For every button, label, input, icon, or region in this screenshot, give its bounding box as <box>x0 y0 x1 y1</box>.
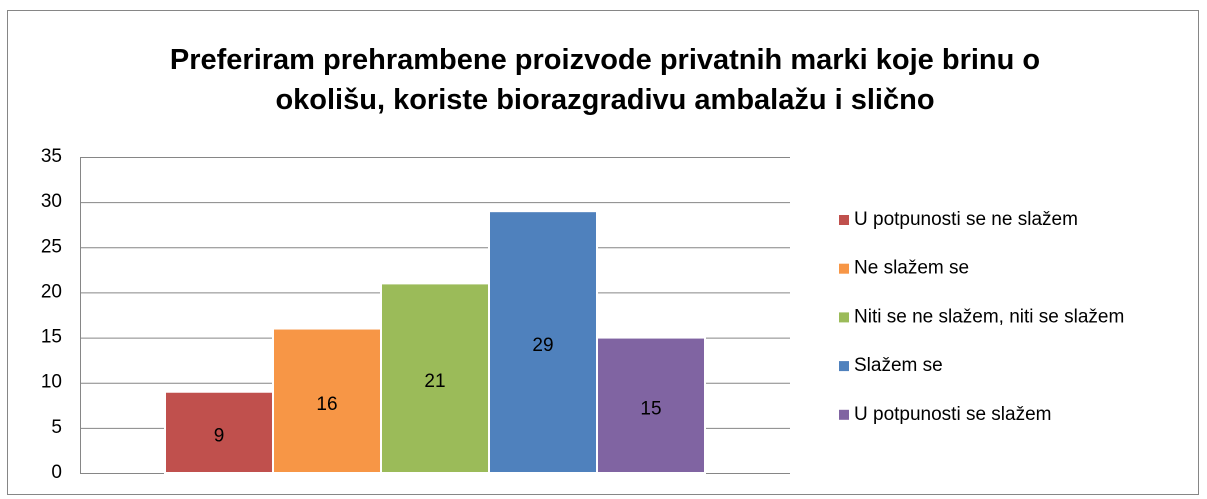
value-label: 29 <box>532 335 553 356</box>
y-tick-label: 35 <box>41 146 62 167</box>
bar <box>380 282 490 474</box>
y-tick-label: 20 <box>41 281 62 302</box>
value-label: 16 <box>316 394 337 415</box>
legend-swatch <box>839 312 849 323</box>
chart-border <box>7 10 1199 495</box>
legend-label: Niti se ne slažem, niti se slažem <box>854 306 1124 327</box>
value-label: 15 <box>640 398 661 419</box>
y-tick-label: 5 <box>51 417 62 438</box>
legend-swatch <box>839 215 849 225</box>
value-label: 9 <box>214 425 225 446</box>
bar <box>488 210 598 475</box>
bar <box>272 327 382 474</box>
bar <box>596 336 706 475</box>
chart-title: Preferiram prehrambene proizvode privatn… <box>169 44 1041 116</box>
legend-swatch <box>839 263 849 274</box>
legend-label: Slažem se <box>854 355 943 376</box>
y-tick-label: 10 <box>41 372 62 393</box>
legend-label: Ne slažem se <box>854 258 969 279</box>
y-tick-label: 25 <box>41 236 62 257</box>
legend-swatch <box>839 409 849 420</box>
legend-swatch <box>839 361 849 372</box>
y-tick-label: 15 <box>41 327 62 348</box>
y-tick-label: 30 <box>41 191 62 212</box>
legend-label: U potpunosti se slažem <box>854 404 1052 425</box>
legend-label: U potpunosti se ne slažem <box>854 209 1078 230</box>
y-tick-label: 0 <box>51 462 62 483</box>
value-label: 21 <box>424 371 445 392</box>
